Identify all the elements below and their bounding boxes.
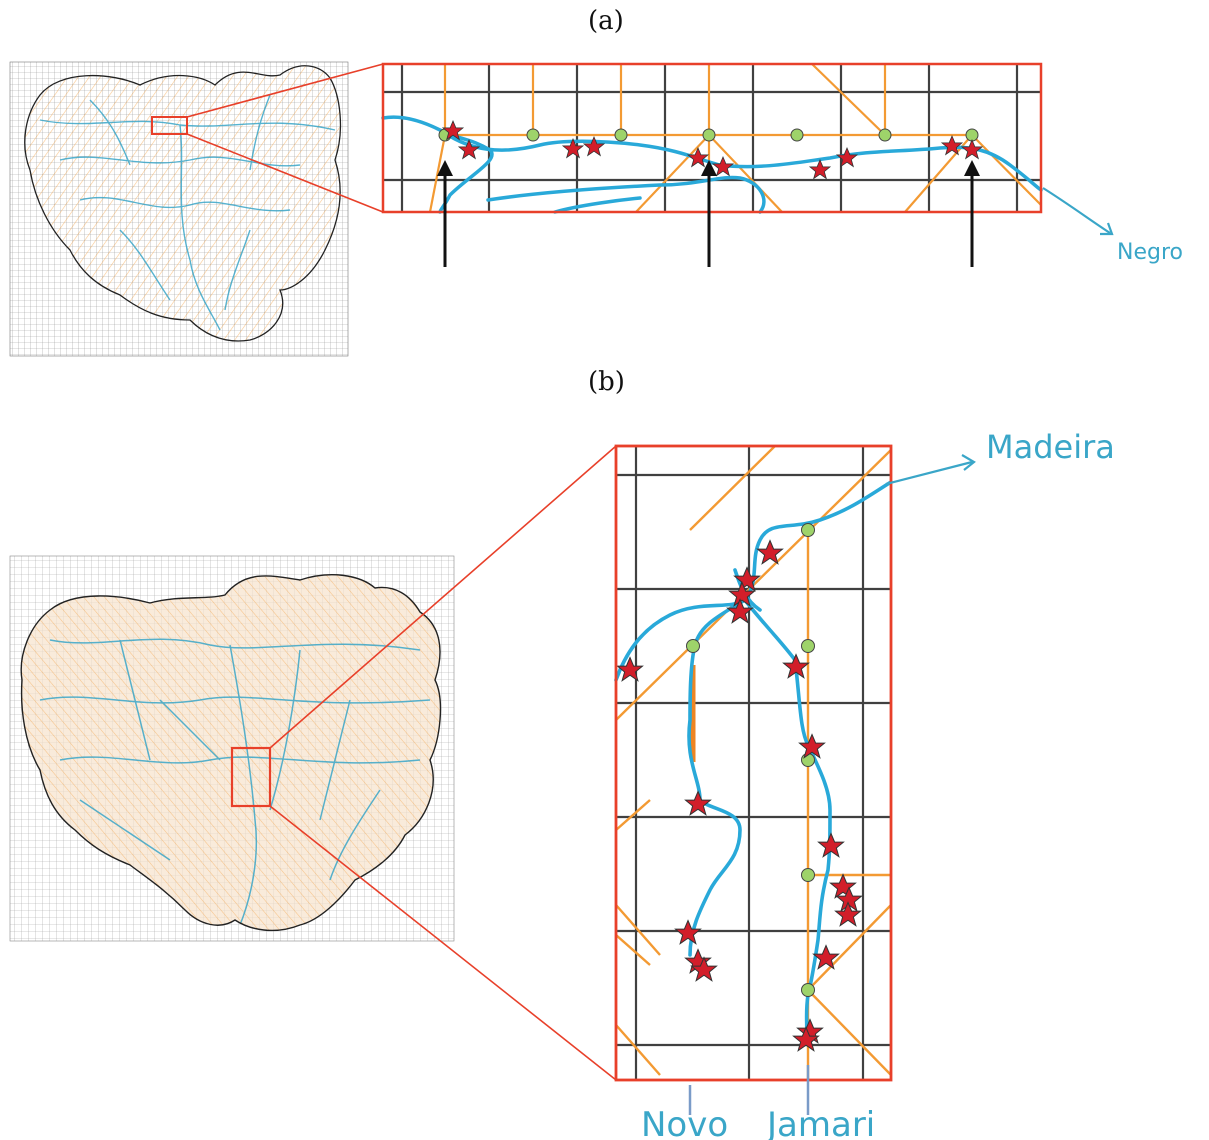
- panel-a-label: (a): [588, 6, 624, 36]
- panel-b-overview-map: [9, 445, 617, 1081]
- panel-b-zoom-box: [230, 746, 272, 808]
- panel-a-zoom-box: [151, 116, 188, 135]
- panel-a-overview-map: [9, 61, 384, 357]
- panel-a-zoom-inset: [381, 62, 1043, 214]
- star-icon: [441, 119, 984, 180]
- panel-b-label: (b): [588, 367, 625, 397]
- arrow-up-icon: [437, 160, 980, 267]
- panel-b-zoom-inset: [614, 444, 893, 1082]
- node-circle-icon: [438, 128, 979, 142]
- negro-label: Negro: [1117, 240, 1183, 265]
- jamari-label: Jamari: [765, 1105, 875, 1140]
- star-icon: [616, 539, 863, 1052]
- madeira-label: Madeira: [986, 428, 1115, 466]
- novo-label: Novo: [641, 1105, 728, 1140]
- node-circle-icon: [686, 523, 815, 997]
